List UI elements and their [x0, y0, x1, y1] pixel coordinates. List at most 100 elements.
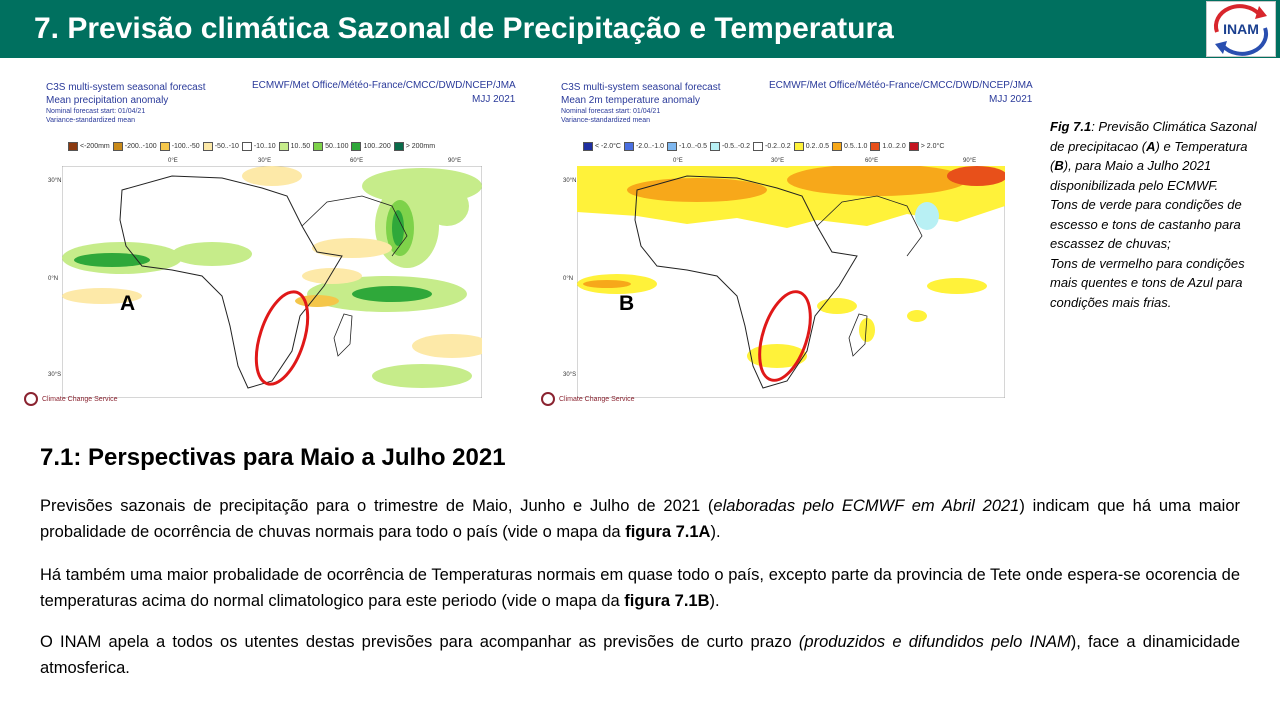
legend-swatch [278, 141, 289, 151]
para-text: ). [709, 592, 720, 610]
legend-swatch [870, 141, 881, 151]
legend-swatch [583, 141, 593, 151]
legend-label: > 200mm [405, 142, 436, 150]
para-text: ), face a dinamicidade atmosferica. [40, 633, 1240, 677]
inam-logo: INAM [1206, 1, 1276, 57]
legend-item: > 2.0°C [908, 141, 945, 151]
lat-label: 30°S [563, 372, 577, 378]
legend-swatch [832, 141, 843, 151]
logo-arrows-icon [1213, 4, 1269, 56]
legend-item: -0.2..0.2 [753, 141, 791, 151]
legend-label: -200..-100 [124, 142, 157, 150]
caption-green-note: Tons de verde para condições de escesso … [1050, 197, 1242, 251]
para-figure-ref: figura 7.1B [624, 592, 710, 610]
map-b-title-2: Mean 2m temperature anomaly [561, 95, 700, 106]
legend-swatch [351, 141, 362, 151]
caption-b: B [1054, 158, 1064, 173]
temperature-map-canvas [577, 166, 1005, 398]
legend-item: -200..-100 [112, 141, 157, 151]
legend-item: -1.0..-0.5 [666, 141, 707, 151]
map-a-title-3: Nominal forecast start: 01/04/21 [46, 108, 146, 115]
para-text: Previsões sazonais de precipitação para … [40, 497, 714, 515]
legend-item: < -2.0°C [583, 141, 621, 151]
lon-label: 30°E [771, 158, 785, 164]
caption-red-note: Tons de vermelho para condições mais que… [1050, 255, 1245, 310]
map-b-credit: Climate Change Service [559, 396, 635, 403]
legend-item: 50..100 [313, 141, 349, 151]
legend-label: > 2.0°C [920, 142, 945, 150]
legend-swatch [908, 141, 919, 151]
legend-label: -10..10 [253, 142, 276, 150]
map-a-title-1: C3S multi-system seasonal forecast [46, 82, 206, 93]
panel-letter-a: A [120, 292, 136, 315]
lon-label: 90°E [448, 158, 462, 164]
legend-swatch [241, 141, 252, 151]
caption-text: : Previsão Climática Sazonal de precipit… [1050, 119, 1257, 154]
lat-label: 30°S [48, 372, 62, 378]
section-title: 7.1: Perspectivas para Maio a Julho 2021 [40, 444, 506, 471]
legend-item: -100..-50 [159, 141, 200, 151]
lat-label: 30°N [48, 178, 62, 184]
map-b-title-4: Variance-standardized mean [561, 117, 650, 124]
legend-label: -1.0..-0.5 [678, 142, 707, 150]
legend-swatch [68, 141, 78, 151]
legend-label: -100..-50 [171, 142, 200, 150]
map-b-title-1: C3S multi-system seasonal forecast [561, 82, 721, 93]
legend-item: 100..200 [351, 141, 391, 151]
lon-label: 90°E [963, 158, 977, 164]
temperature-forecast-map: C3S multi-system seasonal forecast Mean … [535, 74, 1033, 414]
legend-label: 100..200 [363, 142, 391, 150]
legend-label: 0.2..0.5 [805, 142, 830, 150]
lon-label: 0°E [673, 158, 683, 164]
legend-label: -0.5..-0.2 [721, 142, 750, 150]
map-a-title-2: Mean precipitation anomaly [46, 95, 169, 106]
legend-label: -50..-10 [214, 142, 239, 150]
legend-item: -10..10 [241, 141, 276, 151]
para-figure-ref: figura 7.1A [625, 523, 711, 541]
figure-caption: Fig 7.1: Previsão Climática Sazonal de p… [1050, 117, 1260, 312]
caption-text: ) e Temperatura ( [1050, 138, 1248, 174]
legend-swatch [753, 141, 763, 151]
map-a-season: MJJ 2021 [472, 94, 516, 105]
lat-label: 0°N [563, 276, 574, 282]
legend-label: 10..50 [290, 142, 311, 150]
legend-swatch [623, 141, 634, 151]
logo-text: INAM [1223, 21, 1259, 37]
paragraph-precipitation: Previsões sazonais de precipitação para … [40, 493, 1240, 545]
legend-item: -0.5..-0.2 [709, 141, 750, 151]
page-title: 7. Previsão climática Sazonal de Precipi… [34, 12, 894, 45]
map-b-source: ECMWF/Met Office/Météo-France/CMCC/DWD/N… [769, 80, 1033, 91]
precipitation-forecast-map: C3S multi-system seasonal forecast Mean … [24, 74, 516, 414]
legend-item: 10..50 [278, 141, 311, 151]
legend-label: -2.0..-1.0 [635, 142, 664, 150]
map-a-source: ECMWF/Met Office/Météo-France/CMCC/DWD/N… [252, 80, 516, 91]
lon-label: 60°E [865, 158, 879, 164]
lon-label: 60°E [350, 158, 364, 164]
legend-item: -2.0..-1.0 [623, 141, 664, 151]
caption-a: A [1146, 138, 1156, 154]
c3s-logo-icon [24, 392, 38, 406]
legend-label: 0.5..1.0 [844, 142, 868, 150]
para-text: Há também uma maior probalidade de ocorr… [40, 566, 1240, 610]
legend-label: 50..100 [325, 142, 349, 150]
legend-item: -50..-10 [202, 141, 239, 151]
lon-label: 30°E [258, 158, 272, 164]
map-a-credit: Climate Change Service [42, 396, 118, 403]
caption-text: ), para Maio a Julho 2021 disponibilizad… [1050, 158, 1219, 193]
c3s-logo-icon [541, 392, 555, 406]
legend-label: <-200mm [80, 142, 110, 150]
paragraph-temperature: Há também uma maior probalidade de ocorr… [40, 562, 1240, 614]
legend-swatch [709, 141, 720, 151]
legend-swatch [666, 141, 677, 151]
lat-label: 0°N [48, 276, 59, 282]
legend-label: -0.2..0.2 [765, 142, 791, 150]
legend-item: 1.0..2.0 [870, 141, 906, 151]
legend-swatch [202, 141, 213, 151]
para-italic: elaboradas pelo ECMWF em Abril 2021 [713, 497, 1020, 515]
map-a-legend: <-200mm -200..-100 -100..-50 -50..-10 -1… [68, 140, 438, 152]
para-text: O INAM apela a todos os utentes destas p… [40, 633, 799, 651]
legend-item: 0.5..1.0 [832, 141, 868, 151]
legend-swatch [793, 141, 804, 151]
legend-item: 0.2..0.5 [793, 141, 830, 151]
para-text: ). [710, 523, 721, 541]
